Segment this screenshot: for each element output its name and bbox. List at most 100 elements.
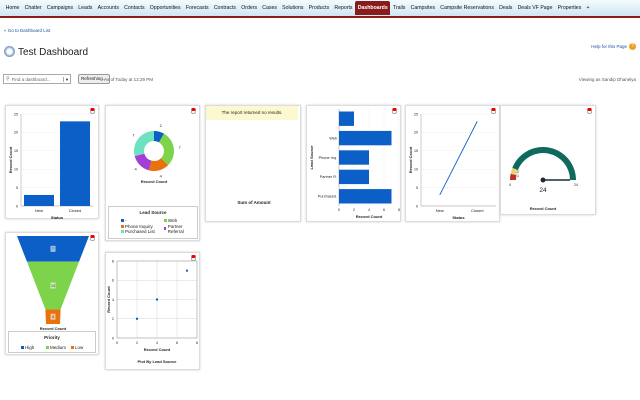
nav-tab-campsites[interactable]: Campsites [410, 5, 436, 11]
data-label: 4 [52, 315, 54, 319]
nav-tab-campsite-reservations[interactable]: Campsite Reservations [440, 5, 494, 11]
legend-label: Low [75, 345, 84, 350]
pin-icon[interactable] [191, 255, 196, 261]
data-label: 2 [160, 123, 163, 128]
x-tick-label: 8 [398, 208, 400, 212]
viewing-as: Viewing as Sandip Dhanelya [578, 77, 636, 82]
legend-title: Lead Source [139, 210, 167, 215]
x-tick-label: 0 [116, 341, 118, 345]
y-tick-label: Partner R. [320, 175, 337, 179]
component-lead-source-scatter[interactable]: 0 2 4 6 8 0 2 4 6 8 Record Count Record Count Plot B… [105, 252, 200, 370]
nav-tab-leads[interactable]: Leads [78, 5, 93, 11]
component-record-gauge[interactable]: 2 1 0 24 24 Record Count [500, 105, 596, 215]
pin-icon[interactable] [392, 108, 397, 114]
y-tick-label: 20 [14, 131, 18, 135]
component-status-line[interactable]: 0 5 10 15 20 25 New Closed Status Record Count [405, 105, 500, 222]
as-of-timestamp: As of Today at 12:29 PM [104, 77, 153, 82]
y-tick-label: 25 [414, 112, 418, 116]
chevron-down-icon[interactable]: ▼ [63, 76, 70, 82]
x-tick-label: 8 [196, 341, 198, 345]
legend-item: Low [71, 345, 83, 350]
legend-item: Purchased List [121, 229, 155, 234]
y-tick-label: 4 [112, 298, 114, 302]
find-dashboard-input[interactable]: ⚲ Find a dashboard... ▼ [3, 74, 71, 84]
data-label: 7 [132, 132, 135, 137]
app-nav-bar: Home Chatter Campaigns Leads Accounts Contact… [0, 0, 640, 18]
gauge-max-label: 24 [574, 183, 578, 187]
x-tick-label: 0 [338, 208, 340, 212]
component-lead-source-donut[interactable]: 2 7 4 4 7 Record Count Lead Source - Web Phone I… [105, 105, 200, 241]
component-status-bar[interactable]: 0 5 10 15 20 25 New Closed Status Record Count [5, 105, 99, 220]
bar [24, 194, 54, 206]
gauge-value: 24 [539, 187, 547, 194]
legend-item: - [121, 218, 127, 223]
gauge-band-red [510, 173, 517, 180]
nav-tab-solutions[interactable]: Solutions [282, 5, 304, 11]
gauge-min-label: 0 [509, 183, 511, 187]
nav-tab-deals-vf-page[interactable]: Deals VF Page [517, 5, 553, 11]
y-tick-label: 10 [14, 168, 18, 172]
nav-tab-chatter[interactable]: Chatter [24, 5, 42, 11]
nav-tab-opportunities[interactable]: Opportunities [149, 5, 181, 11]
nav-tab-cases[interactable]: Cases [262, 5, 277, 11]
pin-icon[interactable] [491, 108, 496, 114]
back-to-dashboard-list-link[interactable]: « Go to Dashboard List [4, 28, 51, 33]
x-tick-label: Closed [471, 208, 483, 213]
nav-tab-trails[interactable]: Trails [392, 5, 406, 11]
donut-slice [148, 158, 169, 171]
legend-item: Phone Inquiry [121, 224, 153, 229]
y-tick-label: 6 [112, 279, 114, 283]
refresh-button[interactable]: Refreshing... [78, 74, 110, 84]
pin-icon[interactable] [90, 108, 95, 114]
pin-icon[interactable] [90, 235, 95, 241]
y-tick-label: 0 [416, 204, 418, 208]
nav-tab-accounts[interactable]: Accounts [97, 5, 119, 11]
nav-tab-properties[interactable]: Properties [557, 5, 582, 11]
nav-tab-deals[interactable]: Deals [499, 5, 513, 11]
legend-item: Medium [46, 345, 66, 350]
y-tick-label: 5 [416, 186, 418, 190]
legend-label: - [125, 218, 127, 223]
component-priority-funnel[interactable]: 7 13 4 Record Count Priority High Medium Low [5, 232, 99, 355]
legend-swatch [21, 346, 24, 349]
nav-tab-home[interactable]: Home [5, 5, 20, 11]
nav-tab-forecasts[interactable]: Forecasts [185, 5, 209, 11]
nav-tab-dashboards[interactable]: Dashboards [355, 1, 391, 15]
help-link[interactable]: Help for this Page [591, 44, 627, 49]
legend-label: High [25, 345, 35, 350]
y-tick-label: 8 [112, 259, 114, 263]
x-axis-label: Record Count [141, 179, 168, 184]
nav-tab-contracts[interactable]: Contracts [213, 5, 237, 11]
legend-item: High [21, 345, 34, 350]
y-tick-label: 15 [414, 149, 418, 153]
series-line [439, 121, 478, 196]
component-lead-source-hbar[interactable]: 0 2 4 6 8 Web Phone Inq. Partner R. Purchased. Re… [306, 105, 401, 222]
legend-item: Web [164, 218, 177, 223]
bar [60, 121, 90, 206]
bar [339, 111, 354, 126]
nav-tab-reports[interactable]: Reports [334, 5, 353, 11]
help-icon[interactable]: ? [629, 43, 636, 50]
pin-icon[interactable] [191, 108, 196, 114]
chart-title: Plot By Lead Source [138, 359, 178, 364]
nav-tab-products[interactable]: Products [308, 5, 330, 11]
nav-tab-more[interactable]: + [586, 5, 590, 11]
component-sum-of-amount[interactable]: The report returned no results. Sum of A… [205, 105, 301, 222]
x-tick-label: 6 [383, 208, 385, 212]
nav-tab-campaigns[interactable]: Campaigns [46, 5, 74, 11]
nav-tab-orders[interactable]: Orders [241, 5, 258, 11]
chart-legend: Priority High Medium Low [8, 331, 96, 353]
legend-label: Phone Inquiry [125, 223, 153, 229]
legend-title: Priority [44, 335, 60, 340]
legend-swatch [164, 227, 167, 230]
legend-swatch [46, 346, 49, 349]
x-axis-label: Status [452, 215, 465, 220]
nav-tab-contacts[interactable]: Contacts [124, 5, 145, 11]
pin-icon[interactable] [587, 108, 592, 114]
scatter-point [186, 269, 188, 272]
chart-legend: Lead Source - Web Phone Inquiry Partner Refe… [108, 206, 198, 239]
y-tick-label: 0 [16, 204, 18, 208]
scatter-point [136, 317, 138, 320]
legend-item: Partner Referral [164, 224, 197, 234]
x-tick-label: 6 [176, 341, 178, 345]
